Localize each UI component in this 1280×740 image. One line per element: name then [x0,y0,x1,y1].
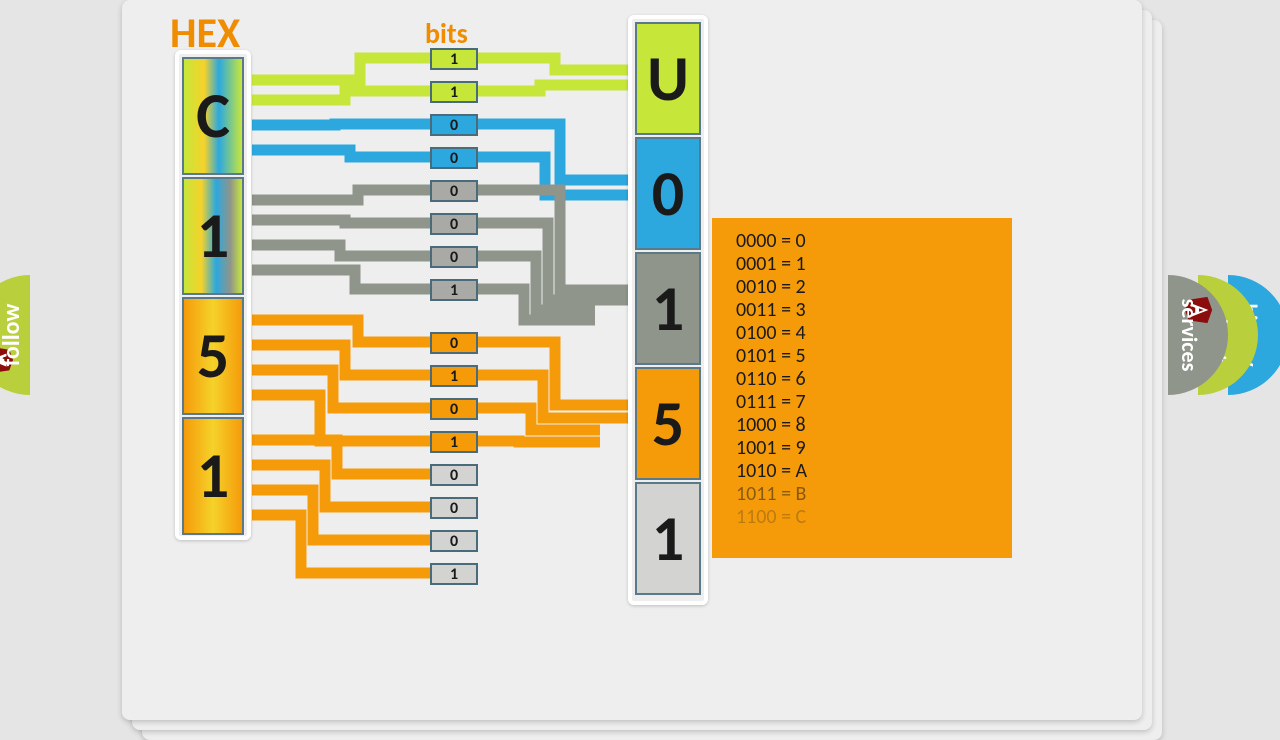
bit-cell-12: 0 [430,464,478,486]
bit-cell-2: 0 [430,114,478,136]
lookup-row: 0111 = 7 [736,391,988,414]
bit-cell-6: 0 [430,246,478,268]
out-cell-3: 5 [635,367,701,480]
out-cell-2: 1 [635,252,701,365]
lookup-row: 0110 = 6 [736,368,988,391]
out-cell-1: 0 [635,137,701,250]
output-column: U 0 1 5 1 [628,15,708,605]
out-cell-value: 0 [652,155,684,233]
hex-cell-1: 1 [182,177,244,295]
lookup-row: 1100 = C [736,506,988,529]
hex-cell-3: 1 [182,417,244,535]
lookup-row: 0101 = 5 [736,345,988,368]
bit-cell-9: 1 [430,365,478,387]
out-cell-value: 1 [652,500,684,578]
bits-title: bits [425,16,468,51]
lookup-row: 1000 = 8 [736,414,988,437]
hex-cell-value: C [196,77,230,155]
bit-cell-10: 0 [430,398,478,420]
bit-cell-1: 1 [430,81,478,103]
out-cell-value: 5 [652,385,684,463]
lookup-row: 0010 = 2 [736,276,988,299]
lookup-row: 0100 = 4 [736,322,988,345]
out-cell-0: U [635,22,701,135]
lookup-row: 0000 = 0 [736,230,988,253]
tab-follow-label: follow [0,304,26,367]
hex-cell-0: C [182,57,244,175]
bit-cell-0: 1 [430,48,478,70]
hex-column: C 1 5 1 [175,50,251,540]
lookup-row: 1011 = B [736,483,988,506]
bit-cell-14: 0 [430,530,478,552]
bit-cell-15: 1 [430,563,478,585]
lookup-row: 0001 = 1 [736,253,988,276]
bit-cell-11: 1 [430,431,478,453]
bit-cell-4: 0 [430,180,478,202]
lookup-row: 1001 = 9 [736,437,988,460]
hex-cell-value: 1 [197,437,229,515]
bit-cell-5: 0 [430,213,478,235]
hex-cell-value: 1 [197,197,229,275]
hex-lookup-table: 0000 = 00001 = 10010 = 20011 = 30100 = 4… [712,218,1012,558]
lookup-row: 1010 = A [736,460,988,483]
bit-cell-13: 0 [430,497,478,519]
out-cell-4: 1 [635,482,701,595]
hex-cell-value: 5 [197,317,229,395]
bit-cell-7: 1 [430,279,478,301]
bit-cell-8: 0 [430,332,478,354]
out-cell-value: U [647,40,689,118]
bit-cell-3: 0 [430,147,478,169]
lookup-row: 0011 = 3 [736,299,988,322]
tab-services-label: services [1176,299,1203,372]
hex-cell-2: 5 [182,297,244,415]
tab-follow[interactable]: follow [0,275,30,395]
out-cell-value: 1 [652,270,684,348]
